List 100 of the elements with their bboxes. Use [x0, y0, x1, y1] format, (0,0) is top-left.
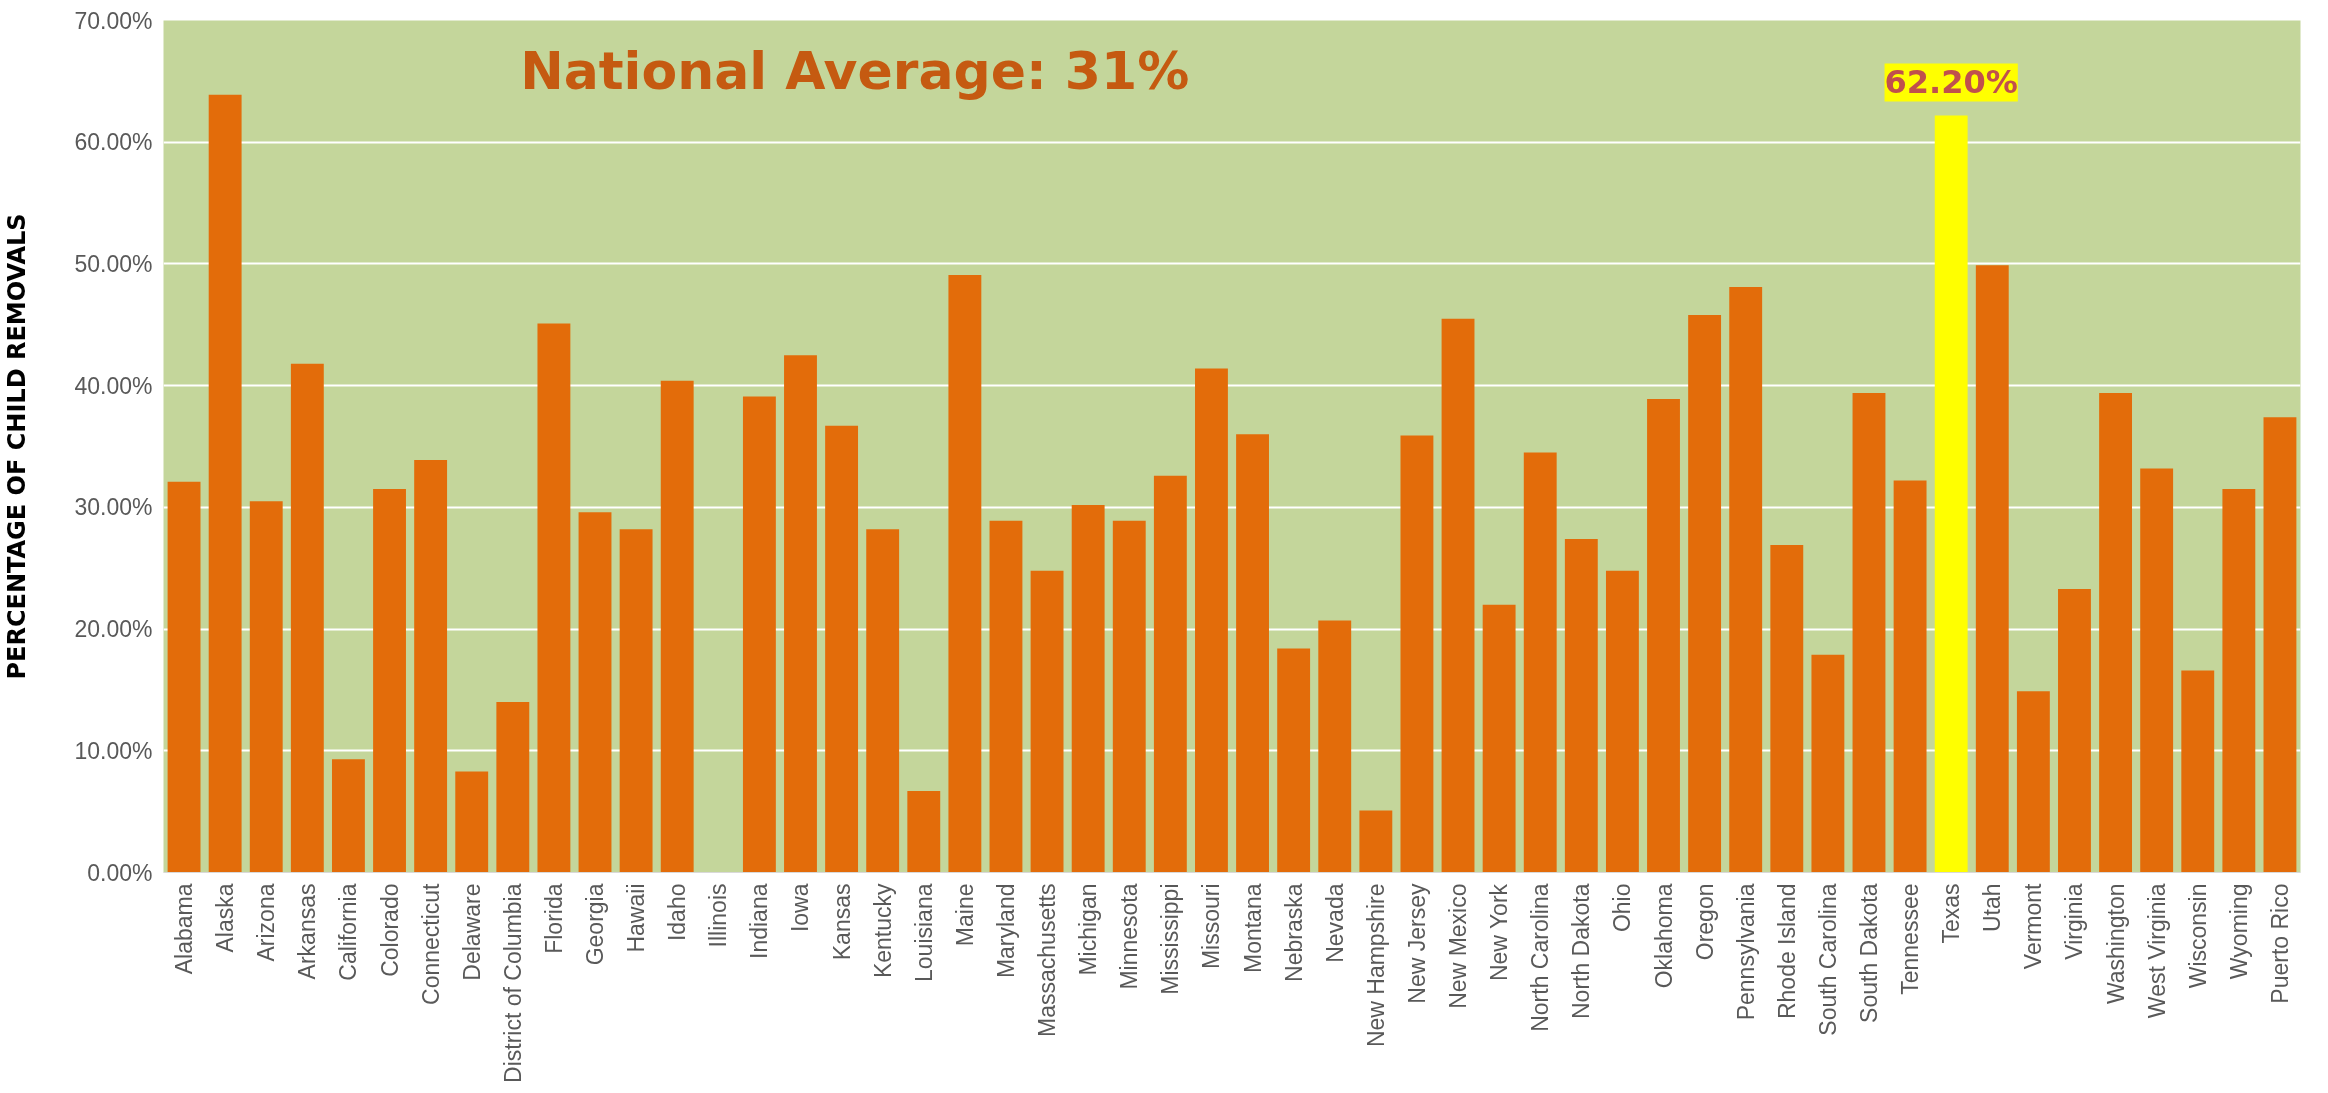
x-tick-label: West Virginia — [2143, 883, 2170, 1019]
bar — [373, 489, 406, 873]
bar — [1975, 265, 2009, 873]
x-tick-label: Connecticut — [417, 882, 444, 1005]
bar — [167, 481, 201, 873]
bar — [1318, 620, 1352, 873]
bar — [948, 274, 982, 873]
bar — [1277, 648, 1311, 873]
x-tick-label: Nevada — [1321, 883, 1348, 963]
bar — [249, 501, 283, 873]
bar — [784, 355, 817, 873]
y-tick-label: 60.00% — [74, 129, 153, 156]
bar — [619, 529, 653, 873]
data-label: 62.20% — [1884, 63, 2018, 102]
x-tick-label: South Carolina — [1814, 883, 1841, 1036]
x-tick-label: New Mexico — [1445, 883, 1472, 1009]
bar — [1770, 545, 1804, 873]
x-tick-label: Colorado — [376, 883, 403, 977]
x-tick-label: Idaho — [664, 883, 691, 942]
bar — [1564, 539, 1598, 873]
x-tick-label: Massachusetts — [1034, 883, 1061, 1037]
x-tick-label: Alaska — [212, 883, 239, 953]
x-tick-label: Arkansas — [294, 883, 321, 980]
bar — [825, 425, 859, 873]
x-tick-label: Illinois — [705, 883, 732, 948]
x-tick-label: Tennessee — [1897, 883, 1924, 995]
bar — [1030, 570, 1064, 873]
bar — [1934, 115, 1968, 873]
bar — [1236, 434, 1269, 873]
y-tick-label: 70.00% — [74, 7, 153, 34]
x-tick-label: South Dakota — [1855, 883, 1882, 1023]
bar — [1195, 368, 1228, 873]
x-tick-label: District of Columbia — [499, 883, 526, 1083]
bar — [537, 323, 571, 873]
bar — [2140, 468, 2174, 873]
x-tick-label: Delaware — [458, 883, 485, 981]
x-tick-label: California — [335, 883, 362, 981]
x-tick-label: North Dakota — [1568, 883, 1595, 1020]
bar — [2263, 417, 2297, 873]
y-tick-label: 40.00% — [74, 372, 153, 399]
bar — [1400, 435, 1434, 873]
bar — [1482, 604, 1516, 873]
bar — [2016, 691, 2050, 873]
bar — [660, 380, 694, 873]
x-tick-label: Indiana — [746, 883, 773, 959]
x-tick-label: Florida — [540, 883, 567, 954]
bar — [1153, 475, 1187, 873]
bar — [2099, 392, 2133, 873]
bar — [1811, 654, 1845, 873]
bar — [2181, 670, 2215, 873]
x-tick-label: Maine — [951, 883, 978, 947]
x-tick-label: Maryland — [992, 883, 1019, 979]
bar — [1688, 315, 1722, 873]
bar — [1893, 480, 1927, 873]
x-tick-label: Virginia — [2061, 883, 2088, 960]
x-tick-label: Utah — [1979, 883, 2006, 933]
y-tick-label: 50.00% — [74, 250, 153, 277]
x-tick-label: Wyoming — [2225, 883, 2252, 980]
x-tick-label: Puerto Rico — [2266, 883, 2293, 1004]
x-tick-label: Georgia — [582, 883, 609, 966]
x-tick-label: Rhode Island — [1773, 883, 1800, 1020]
bar — [1523, 452, 1557, 873]
x-tick-label: Michigan — [1075, 883, 1102, 976]
x-tick-label: Arizona — [253, 883, 280, 962]
bar — [907, 790, 941, 873]
bar — [331, 759, 365, 873]
bar — [742, 396, 776, 873]
bar — [1359, 810, 1393, 873]
bar — [2222, 489, 2256, 873]
x-tick-label: Oregon — [1691, 883, 1718, 961]
x-tick-label: Iowa — [787, 883, 814, 933]
x-tick-label: New Hampshire — [1362, 883, 1389, 1048]
bar — [496, 702, 530, 873]
x-tick-label: Washington — [2102, 883, 2129, 1005]
bar — [1647, 399, 1680, 873]
bar — [989, 520, 1023, 873]
bar — [290, 363, 324, 873]
x-tick-label: Texas — [1938, 883, 1965, 944]
x-tick-label: New Jersey — [1403, 883, 1430, 1004]
x-tick-label: New York — [1486, 883, 1513, 982]
bar — [1112, 520, 1146, 873]
x-tick-label: Pennsylvania — [1732, 883, 1759, 1021]
bar — [1441, 318, 1475, 873]
x-tick-label: Hawaii — [623, 883, 650, 953]
bar — [208, 94, 242, 873]
x-tick-label: Wisconsin — [2184, 883, 2211, 989]
bar — [414, 459, 448, 873]
x-tick-label: Kentucky — [869, 883, 896, 979]
x-tick-label: Mississippi — [1157, 883, 1184, 995]
x-tick-label: Vermont — [2020, 882, 2047, 970]
x-tick-label: Montana — [1239, 883, 1266, 974]
x-tick-label: Oklahoma — [1650, 883, 1677, 989]
bar — [455, 771, 489, 873]
bar — [1605, 570, 1639, 873]
x-tick-label: Ohio — [1609, 883, 1636, 933]
x-tick-label: North Carolina — [1527, 883, 1554, 1032]
bar — [1729, 287, 1763, 873]
bar — [1071, 504, 1105, 873]
chart-title: National Average: 31% — [520, 40, 1190, 101]
y-tick-label: 0.00% — [87, 859, 153, 886]
